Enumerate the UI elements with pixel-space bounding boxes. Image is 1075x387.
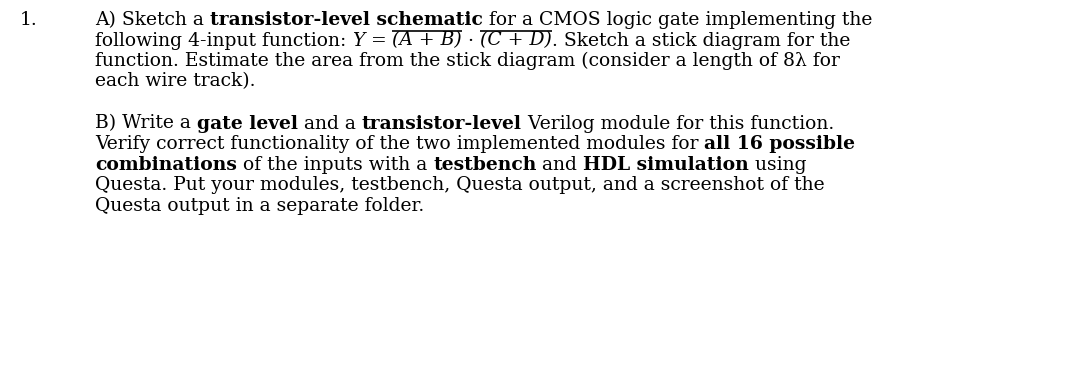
Text: all 16 possible: all 16 possible — [704, 135, 856, 153]
Text: using: using — [749, 156, 806, 173]
Text: gate level: gate level — [197, 115, 298, 132]
Text: =: = — [364, 31, 392, 50]
Text: (A + B): (A + B) — [392, 31, 462, 50]
Text: (C + D): (C + D) — [481, 31, 551, 50]
Text: for a CMOS logic gate implementing the: for a CMOS logic gate implementing the — [483, 11, 872, 29]
Text: ·: · — [462, 31, 481, 50]
Text: of the inputs with a: of the inputs with a — [236, 156, 433, 173]
Text: HDL simulation: HDL simulation — [584, 156, 749, 173]
Text: Verify correct functionality of the two implemented modules for: Verify correct functionality of the two … — [95, 135, 704, 153]
Text: combinations: combinations — [95, 156, 236, 173]
Text: Verilog module for this function.: Verilog module for this function. — [521, 115, 834, 132]
Text: testbench: testbench — [433, 156, 536, 173]
Text: Questa. Put your modules, testbench, Questa output, and a screenshot of the: Questa. Put your modules, testbench, Que… — [95, 176, 825, 194]
Text: following 4-input function:: following 4-input function: — [95, 31, 353, 50]
Text: A) Sketch a: A) Sketch a — [95, 11, 210, 29]
Text: B) Write a: B) Write a — [95, 115, 197, 132]
Text: transistor-level schematic: transistor-level schematic — [210, 11, 483, 29]
Text: and: and — [536, 156, 584, 173]
Text: Y: Y — [353, 31, 364, 50]
Text: function. Estimate the area from the stick diagram (consider a length of 8λ for: function. Estimate the area from the sti… — [95, 52, 840, 70]
Text: transistor-level: transistor-level — [362, 115, 521, 132]
Text: 1.: 1. — [20, 11, 38, 29]
Text: Questa output in a separate folder.: Questa output in a separate folder. — [95, 197, 425, 214]
Text: and a: and a — [298, 115, 362, 132]
Text: each wire track).: each wire track). — [95, 72, 256, 91]
Text: . Sketch a stick diagram for the: . Sketch a stick diagram for the — [551, 31, 850, 50]
